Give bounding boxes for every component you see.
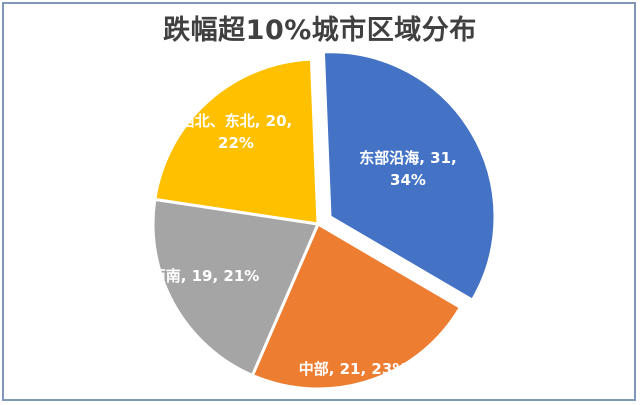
slice-label-4: 西北、东北, 20, 22%: [180, 112, 293, 152]
chart-title: 跌幅超10%城市区域分布: [163, 15, 477, 46]
slice-label-1: 东部沿海, 31, 34%: [359, 149, 457, 189]
slice-label-2: 中部, 21, 23%: [299, 360, 408, 378]
pie-slice-1: [321, 50, 497, 303]
slice-label-3: 西南, 19, 21%: [151, 267, 260, 285]
pie-slice-4: [153, 57, 320, 226]
pie-slice-2: [250, 221, 463, 391]
pie-slice-3: [151, 197, 321, 378]
